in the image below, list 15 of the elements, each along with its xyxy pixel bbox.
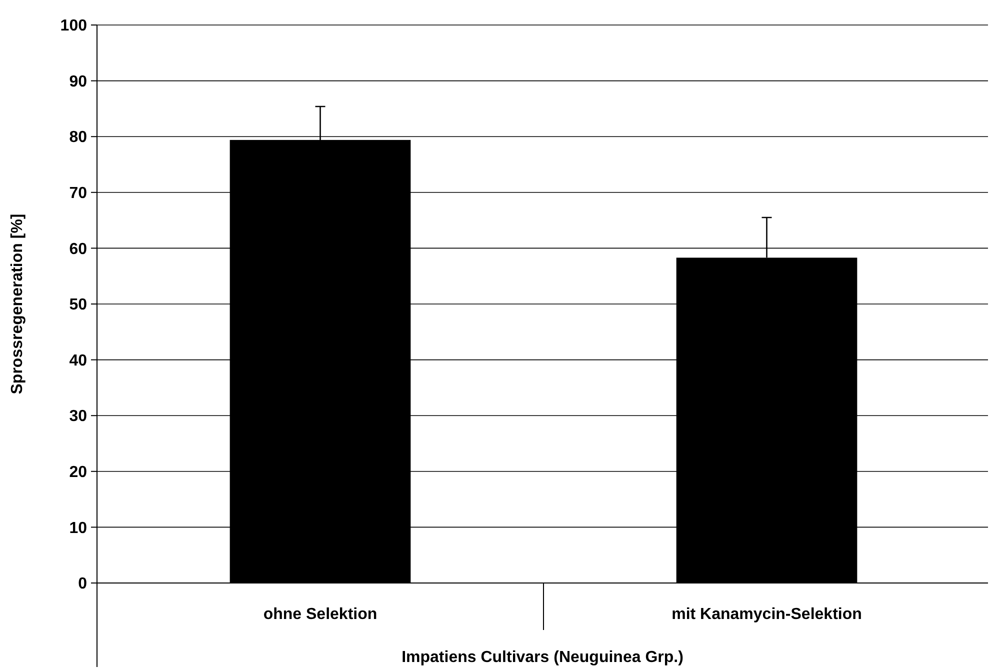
y-tick-label: 60 <box>69 240 88 258</box>
y-tick-label: 40 <box>69 352 88 370</box>
x-axis-title: Impatiens Cultivars (Neuguinea Grp.) <box>402 649 684 666</box>
y-axis-title: Sprossregeneration [%] <box>9 214 26 394</box>
y-tick-label: 0 <box>78 576 88 593</box>
x-tick-label: ohne Selektion <box>263 606 378 623</box>
y-tick-label: 10 <box>69 520 88 537</box>
y-tick-label: 20 <box>69 464 88 481</box>
x-tick-label: mit Kanamycin-Selektion <box>672 606 862 623</box>
y-tick-label: 90 <box>69 73 88 90</box>
y-tick-label: 100 <box>60 18 88 35</box>
y-tick-label: 80 <box>69 129 88 146</box>
y-tick-label: 30 <box>69 408 88 426</box>
y-tick-label: 70 <box>69 185 88 202</box>
y-tick-label: 50 <box>69 296 88 314</box>
